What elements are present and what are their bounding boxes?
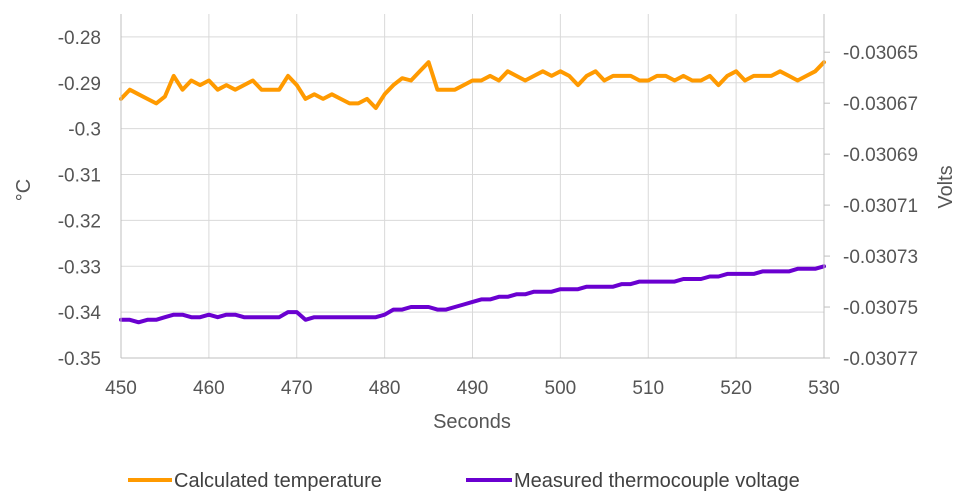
legend: Calculated temperature Measured thermoco… <box>128 470 800 492</box>
right-tick-label: -0.03069 <box>843 145 918 166</box>
series-layer <box>119 60 826 325</box>
x-tick-label: 510 <box>632 378 664 399</box>
right-tick-label: -0.03065 <box>843 43 918 64</box>
left-tick-label: -0.28 <box>58 28 101 49</box>
right-tick-label: -0.03077 <box>843 349 918 370</box>
gridlines <box>121 14 825 359</box>
axes <box>120 14 825 359</box>
right-tick-label: -0.03071 <box>843 196 918 217</box>
right-tick-label: -0.03067 <box>843 94 918 115</box>
right-tick-label: -0.03073 <box>843 247 918 268</box>
x-tick-label: 460 <box>193 378 225 399</box>
x-axis-tick-labels: 450 460 470 480 490 500 510 520 530 <box>105 378 840 399</box>
x-tick-label: 530 <box>808 378 840 399</box>
x-tick-label: 480 <box>369 378 401 399</box>
x-tick-label: 450 <box>105 378 137 399</box>
x-tick-label: 490 <box>457 378 489 399</box>
left-tick-label: -0.34 <box>58 303 102 324</box>
left-tick-label: -0.35 <box>58 349 101 370</box>
left-axis-title: °C <box>13 179 35 201</box>
x-tick-label: 500 <box>545 378 577 399</box>
left-tick-label: -0.29 <box>58 74 101 95</box>
left-tick-label: -0.33 <box>58 257 101 278</box>
legend-label-calculated-temperature: Calculated temperature <box>174 470 382 492</box>
series-line-calculated-temperature <box>119 60 826 110</box>
x-tick-label: 470 <box>281 378 313 399</box>
x-tick-label: 520 <box>720 378 752 399</box>
left-tick-label: -0.31 <box>58 166 101 187</box>
legend-label-measured-thermocouple-voltage: Measured thermocouple voltage <box>514 470 800 492</box>
left-tick-label: -0.3 <box>68 120 101 141</box>
right-axis-title: Volts <box>935 165 957 208</box>
series-line-measured-thermocouple-voltage <box>119 264 826 325</box>
left-tick-label: -0.32 <box>58 211 101 232</box>
left-axis-tick-labels: -0.28 -0.29 -0.3 -0.31 -0.32 -0.33 -0.34 -0.35 <box>58 28 102 370</box>
x-axis-title: Seconds <box>433 411 511 433</box>
right-axis-tick-labels: -0.03065 -0.03067 -0.03069 -0.03071 -0.03073… <box>824 43 918 370</box>
right-tick-label: -0.03075 <box>843 298 918 319</box>
